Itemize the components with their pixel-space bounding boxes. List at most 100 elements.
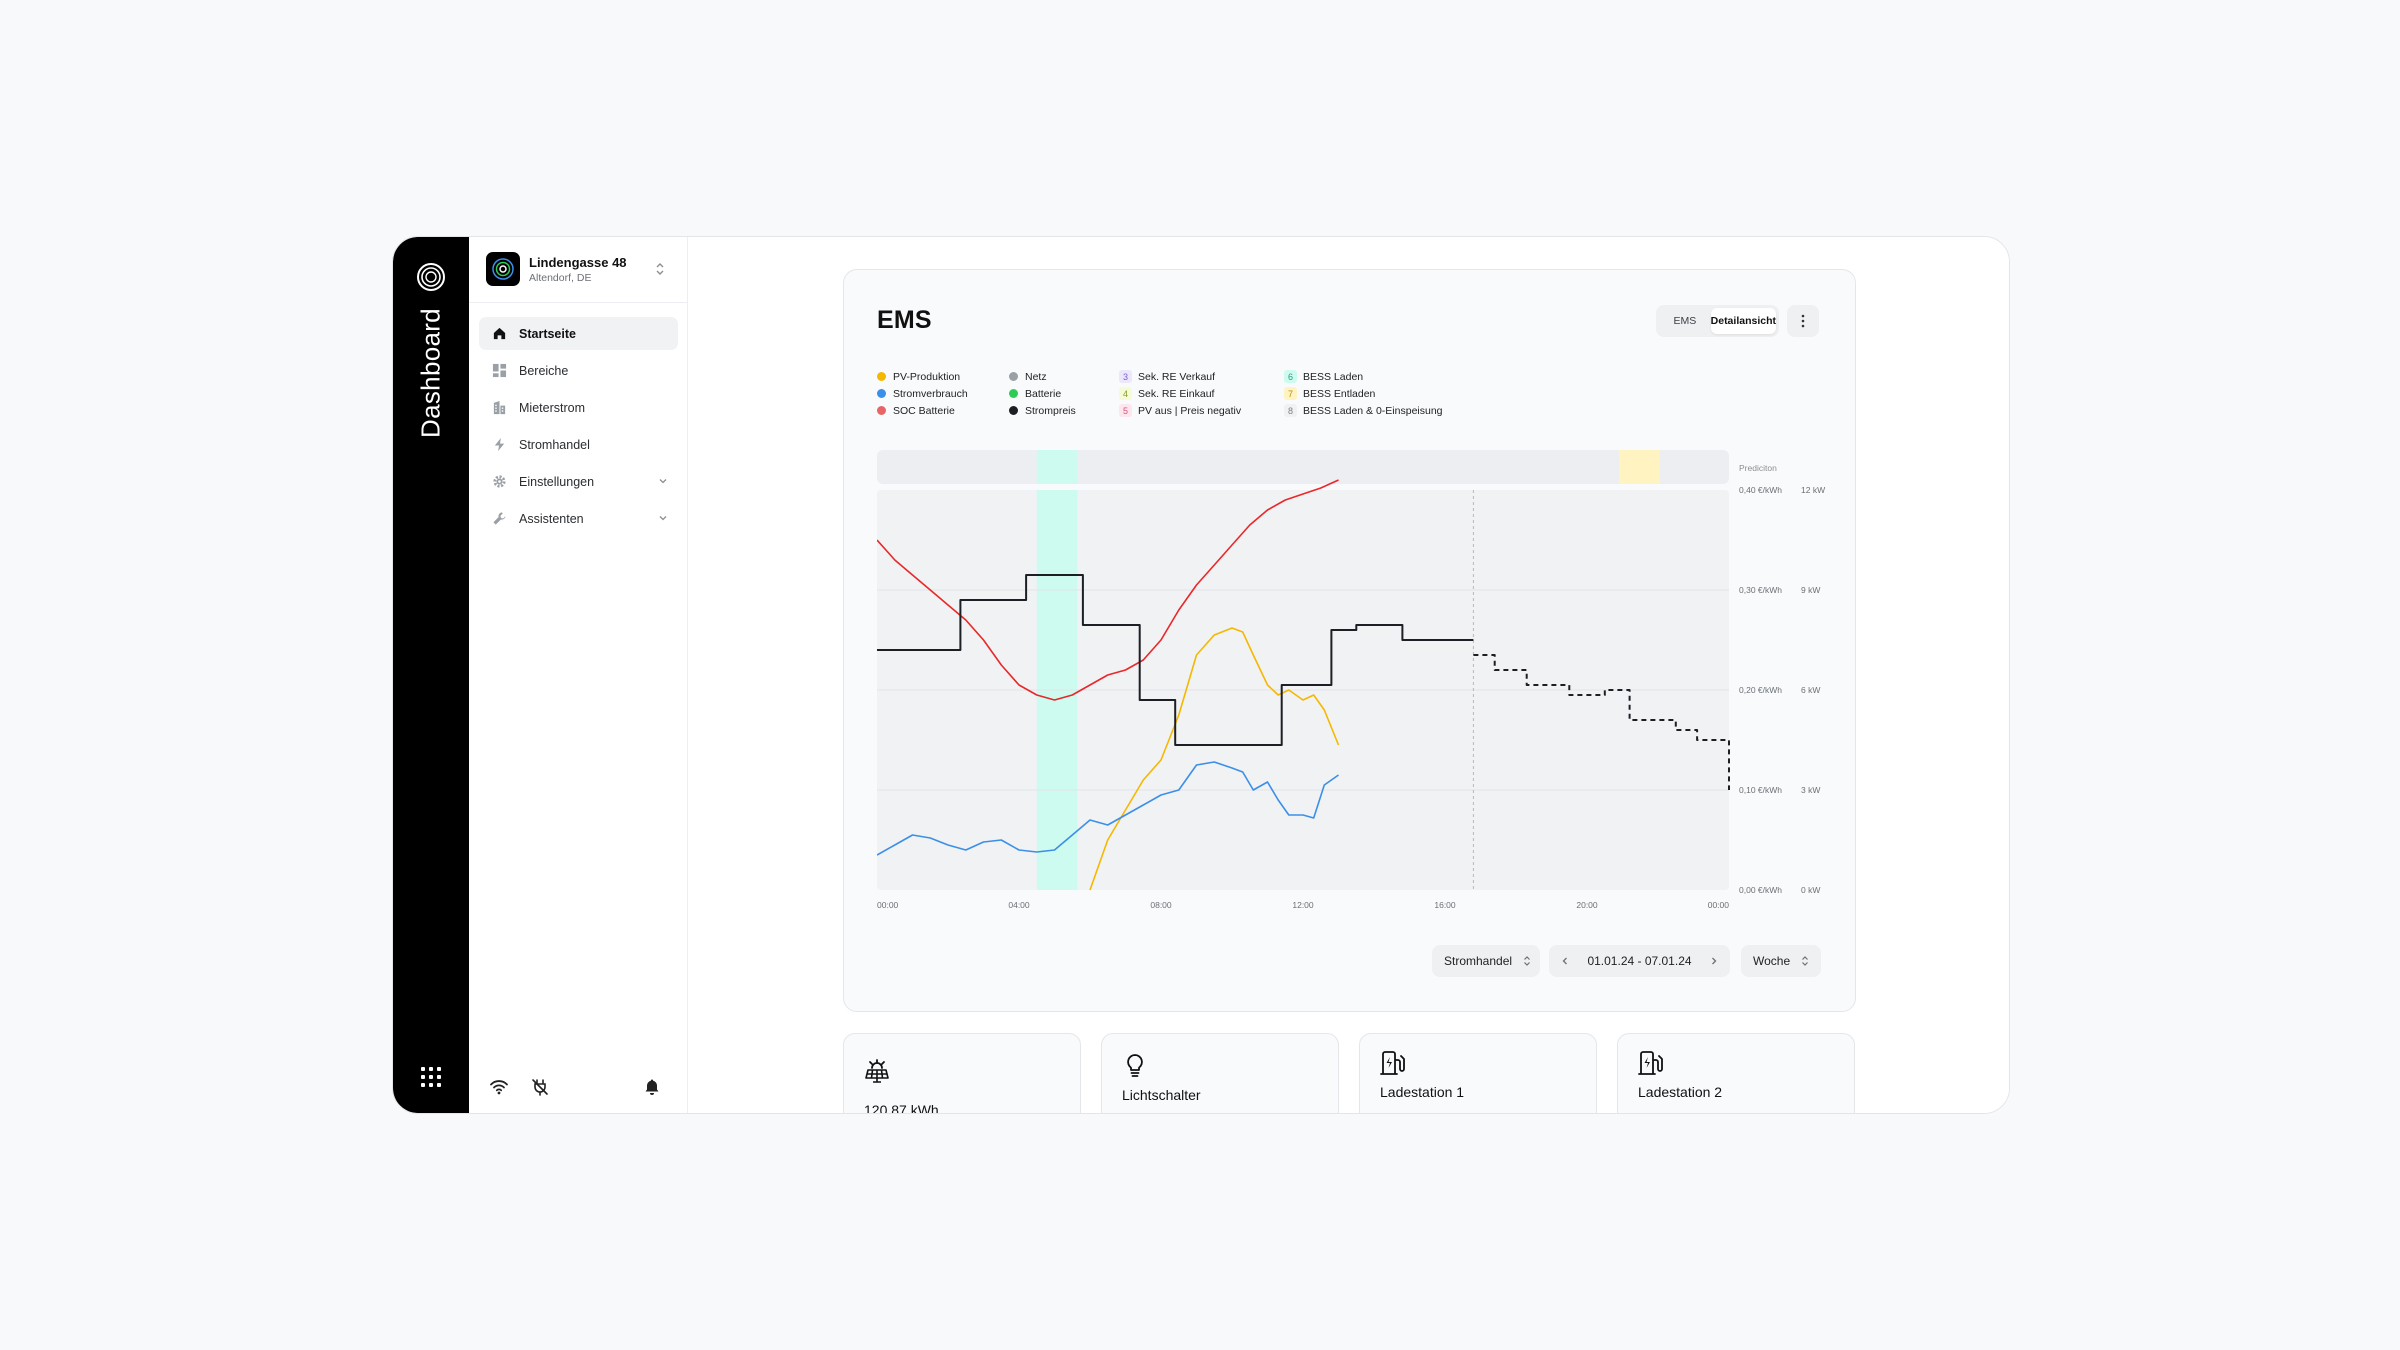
legend-label: Sek. RE Einkauf: [1138, 387, 1215, 400]
sidebar-item-bereiche[interactable]: Bereiche: [479, 354, 678, 387]
legend-column-1: PV-Produktion Stromverbrauch SOC Batteri…: [877, 368, 968, 419]
x-tick: 16:00: [1434, 900, 1456, 910]
chevron-right-icon[interactable]: [1710, 956, 1718, 966]
y-tick-power: 0 kW: [1801, 885, 1820, 895]
more-options-button[interactable]: [1787, 305, 1819, 337]
sidebar-item-einstellungen[interactable]: Einstellungen: [479, 465, 678, 498]
y-tick-price: 0,00 €/kWh: [1739, 885, 1782, 895]
legend-dot: [877, 389, 886, 398]
period-select[interactable]: Woche: [1741, 945, 1821, 977]
legend-column-2: Netz Batterie Strompreis: [1009, 368, 1076, 419]
sidebar-item-label: Startseite: [519, 326, 576, 341]
legend-item-bess-laden-0-einspeisung[interactable]: 8 BESS Laden & 0-Einspeisung: [1284, 402, 1443, 419]
tile-lichtschalter-label: Lichtschalter: [1122, 1087, 1201, 1103]
y-tick-price: 0,20 €/kWh: [1739, 685, 1782, 695]
location-switcher[interactable]: Lindengasse 48 Altendorf, DE: [469, 237, 687, 303]
series-pv-produktion: [1089, 627, 1340, 891]
legend-label: Strompreis: [1025, 404, 1076, 417]
market-select-value: Stromhandel: [1444, 954, 1513, 968]
legend-label: BESS Laden & 0-Einspeisung: [1303, 404, 1443, 417]
legend-dot: [877, 372, 886, 381]
legend-item-strompreis[interactable]: Strompreis: [1009, 402, 1076, 419]
tile-ladestation-1[interactable]: Ladestation 1: [1359, 1033, 1597, 1113]
legend-item-sek-re-verkauf[interactable]: 3 Sek. RE Verkauf: [1119, 368, 1241, 385]
wifi-icon[interactable]: [489, 1077, 509, 1097]
legend-label: BESS Entladen: [1303, 387, 1376, 400]
ems-chart[interactable]: Prediciton 0,00 €/kWh 0 kW 0,10 €/kWh 3 kW 0…: [877, 450, 1827, 920]
wrench-icon: [491, 511, 507, 527]
legend-number: 8: [1284, 404, 1297, 417]
legend-item-bess-laden[interactable]: 6 BESS Laden: [1284, 368, 1443, 385]
y-tick-power: 6 kW: [1801, 685, 1820, 695]
series-strompreis: [877, 574, 1474, 746]
legend-number: 7: [1284, 387, 1297, 400]
legend-label: Sek. RE Verkauf: [1138, 370, 1216, 383]
ems-title: EMS: [877, 306, 932, 334]
location-name: Lindengasse 48: [529, 255, 627, 270]
period-select-value: Woche: [1753, 954, 1791, 968]
prediction-label: Prediciton: [1739, 463, 1777, 473]
charging-station-icon: [1380, 1051, 1405, 1075]
toggle-detailansicht[interactable]: Detailansicht: [1710, 308, 1776, 334]
legend-dot: [1009, 372, 1018, 381]
legend-label: Netz: [1025, 370, 1047, 383]
tile-solar[interactable]: 120.87 kWh: [843, 1033, 1081, 1113]
legend-number: 4: [1119, 387, 1132, 400]
bolt-icon: [491, 437, 507, 453]
y-tick-price: 0,30 €/kWh: [1739, 585, 1782, 595]
legend-item-stromverbrauch[interactable]: Stromverbrauch: [877, 385, 968, 402]
legend-item-sek-re-einkauf[interactable]: 4 Sek. RE Einkauf: [1119, 385, 1241, 402]
date-range-picker: 01.01.24 - 07.01.24: [1549, 945, 1730, 977]
home-icon: [491, 326, 507, 342]
plug-off-icon[interactable]: [530, 1077, 550, 1097]
sidebar-item-label: Assistenten: [519, 511, 584, 526]
chevron-down-icon[interactable]: [658, 476, 668, 486]
chevron-down-icon[interactable]: [658, 513, 668, 523]
concentric-rings-logo[interactable]: [415, 261, 447, 293]
series-strompreis-prediction: [1473, 654, 1730, 790]
tile-ladestation-2[interactable]: Ladestation 2: [1617, 1033, 1855, 1113]
legend-label: PV-Produktion: [893, 370, 961, 383]
legend-dot: [877, 406, 886, 415]
y-tick-price: 0,10 €/kWh: [1739, 785, 1782, 795]
y-tick-power: 9 kW: [1801, 585, 1820, 595]
y-tick-price: 0,40 €/kWh: [1739, 485, 1782, 495]
legend-item-soc[interactable]: SOC Batterie: [877, 402, 968, 419]
x-tick: 12:00: [1292, 900, 1314, 910]
toggle-ems[interactable]: EMS: [1673, 315, 1697, 327]
chevron-up-down-icon[interactable]: [654, 259, 666, 279]
top-band-track: [877, 450, 1729, 484]
date-range-value[interactable]: 01.01.24 - 07.01.24: [1587, 954, 1692, 968]
tile-lichtschalter[interactable]: Lichtschalter: [1101, 1033, 1339, 1113]
ems-card: EMS EMS Detailansicht PV-Produktion Stro…: [843, 269, 1856, 1012]
sidebar-item-label: Bereiche: [519, 363, 569, 378]
sidebar-item-assistenten[interactable]: Assistenten: [479, 502, 678, 535]
legend-item-bess-entladen[interactable]: 7 BESS Entladen: [1284, 385, 1443, 402]
grid-dots-icon[interactable]: [421, 1067, 441, 1087]
legend-item-batterie[interactable]: Batterie: [1009, 385, 1076, 402]
lightbulb-icon: [1127, 1054, 1143, 1077]
bell-icon[interactable]: [642, 1077, 662, 1097]
sidebar-item-label: Einstellungen: [519, 474, 595, 489]
legend-dot: [1009, 389, 1018, 398]
market-select[interactable]: Stromhandel: [1432, 945, 1540, 977]
y-tick-power: 12 kW: [1801, 485, 1825, 495]
chevron-left-icon[interactable]: [1561, 956, 1569, 966]
sidebar-item-stromhandel[interactable]: Stromhandel: [479, 428, 678, 461]
rail-title: Dashboard: [415, 308, 446, 438]
band-top-1: [1036, 450, 1078, 484]
sidebar-nav: Startseite Bereiche Mieterstrom Stromhan…: [479, 317, 678, 539]
legend-label: Stromverbrauch: [893, 387, 968, 400]
legend-column-4: 6 BESS Laden 7 BESS Entladen 8 BESS Laden &…: [1284, 368, 1443, 419]
building-icon: [491, 400, 507, 416]
x-tick: 08:00: [1150, 900, 1172, 910]
legend-number: 6: [1284, 370, 1297, 383]
sidebar-item-startseite[interactable]: Startseite: [479, 317, 678, 350]
sidebar-item-mieterstrom[interactable]: Mieterstrom: [479, 391, 678, 424]
legend-item-pv-aus[interactable]: 5 PV aus | Preis negativ: [1119, 402, 1241, 419]
legend-item-pv[interactable]: PV-Produktion: [877, 368, 968, 385]
legend-item-netz[interactable]: Netz: [1009, 368, 1076, 385]
sidebar-item-label: Stromhandel: [519, 437, 590, 452]
chevron-up-down-icon: [1524, 956, 1530, 966]
tile-ladestation-2-label: Ladestation 2: [1638, 1084, 1723, 1100]
